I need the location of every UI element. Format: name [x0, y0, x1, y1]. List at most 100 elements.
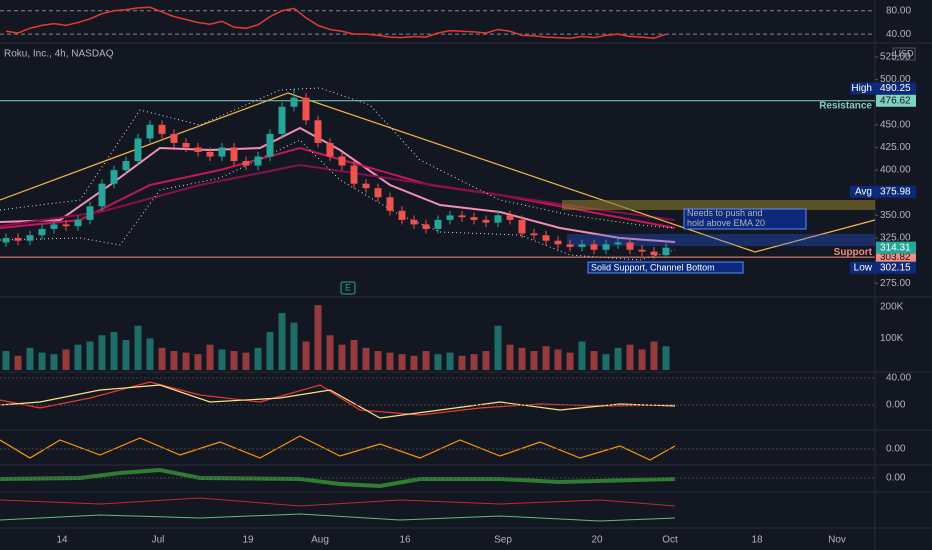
- volume-bar: [506, 344, 514, 370]
- candle-body: [338, 156, 346, 166]
- candle-body: [518, 219, 526, 234]
- volume-bar: [554, 349, 562, 370]
- volume-bar: [578, 341, 586, 370]
- volume-bar: [494, 325, 502, 370]
- volume-bar: [266, 332, 274, 370]
- y-tick-label: 425.00: [880, 142, 911, 153]
- x-tick-label: 18: [751, 535, 763, 546]
- candle-body: [458, 215, 466, 218]
- volume-bar: [146, 338, 154, 370]
- y-tick-label: 0.00: [886, 400, 906, 411]
- marker-tag: [850, 82, 916, 95]
- volume-bar: [74, 344, 82, 370]
- volume-bar: [314, 305, 322, 370]
- candle-body: [206, 151, 214, 157]
- marker-name: High: [851, 83, 872, 94]
- marker-value: 490.25: [880, 83, 911, 94]
- candle-body: [470, 217, 478, 220]
- volume-bar: [50, 354, 58, 370]
- candle-body: [170, 133, 178, 143]
- marker-tag: [850, 261, 916, 274]
- x-tick-label: Nov: [828, 535, 846, 546]
- level-value: 476.62: [880, 95, 911, 106]
- volume-bar: [158, 347, 166, 370]
- annotation: Needs to push and hold above EMA 20: [687, 208, 765, 228]
- candle-body: [482, 219, 490, 223]
- volume-bar: [602, 354, 610, 370]
- volume-bar: [338, 344, 346, 370]
- volume-bar: [470, 354, 478, 370]
- candle-body: [326, 142, 334, 157]
- volume-bar: [350, 339, 358, 370]
- candle-body: [602, 244, 610, 250]
- volume-bar: [170, 351, 178, 370]
- volume-bar: [134, 325, 142, 370]
- volume-bar: [278, 313, 286, 370]
- candle-body: [218, 147, 226, 157]
- candle-body: [86, 206, 94, 220]
- x-tick-label: Oct: [662, 535, 678, 546]
- volume-bar: [2, 351, 10, 370]
- volume-bar: [122, 339, 130, 370]
- candle-body: [2, 237, 10, 243]
- candle-body: [14, 237, 22, 241]
- x-tick-label: Aug: [311, 535, 329, 546]
- level-name: Resistance: [819, 100, 872, 111]
- candle-body: [134, 138, 142, 162]
- x-tick-label: 14: [56, 535, 68, 546]
- oscillator-line: [0, 467, 676, 489]
- candle-body: [278, 106, 286, 134]
- volume-bar: [542, 346, 550, 370]
- volume-bar: [62, 349, 70, 370]
- x-tick-label: 16: [399, 535, 411, 546]
- y-tick-label: 325.00: [880, 233, 911, 244]
- candle-body: [182, 142, 190, 148]
- candle-body: [194, 147, 202, 152]
- candle-body: [446, 215, 454, 220]
- candle-body: [110, 170, 118, 184]
- volume-bar: [26, 347, 34, 370]
- candle-body: [578, 244, 586, 248]
- candle-body: [386, 197, 394, 211]
- marker-value: 302.15: [880, 262, 911, 273]
- volume-bar: [386, 352, 394, 370]
- candle-body: [74, 219, 82, 227]
- oscillator-line: [0, 435, 676, 461]
- rsi-line: [5, 6, 667, 40]
- price-tag: [876, 94, 916, 107]
- x-tick-label: Sep: [494, 535, 512, 546]
- volume-bar: [650, 341, 658, 370]
- candle-body: [146, 124, 154, 139]
- volume-bar: [290, 322, 298, 370]
- marker-name: Low: [854, 262, 873, 273]
- chart-title: Roku, Inc., 4h, NASDAQ: [4, 49, 114, 60]
- volume-bar: [422, 351, 430, 370]
- level-name: Support: [834, 247, 873, 258]
- volume-bar: [362, 347, 370, 370]
- y-tick-label: 525.00: [880, 52, 911, 63]
- volume-bar: [530, 351, 538, 370]
- volume-bar: [230, 351, 238, 370]
- candle-body: [566, 244, 574, 248]
- candle-body: [506, 215, 514, 220]
- band-line: [0, 87, 676, 229]
- last-price: 314.31: [880, 242, 911, 253]
- currency[interactable]: USD: [894, 48, 914, 58]
- last-price-tag: [876, 241, 916, 254]
- y-tick-label: 40.00: [886, 29, 911, 40]
- earnings-icon[interactable]: [340, 281, 356, 295]
- volume-bar: [458, 355, 466, 370]
- candle-body: [122, 161, 130, 171]
- x-tick-label: Jul: [152, 535, 165, 546]
- volume-bar: [398, 354, 406, 370]
- candle-body: [362, 183, 370, 189]
- earnings-label[interactable]: E: [345, 282, 351, 292]
- candle-body: [242, 161, 250, 166]
- candle-body: [590, 244, 598, 250]
- y-tick-label: 0.00: [886, 473, 906, 484]
- oscillator-line: [0, 513, 676, 522]
- band-line: [0, 139, 676, 261]
- y-tick-label: 400.00: [880, 165, 911, 176]
- y-tick-label: 80.00: [886, 5, 911, 16]
- currency-box[interactable]: [892, 47, 916, 61]
